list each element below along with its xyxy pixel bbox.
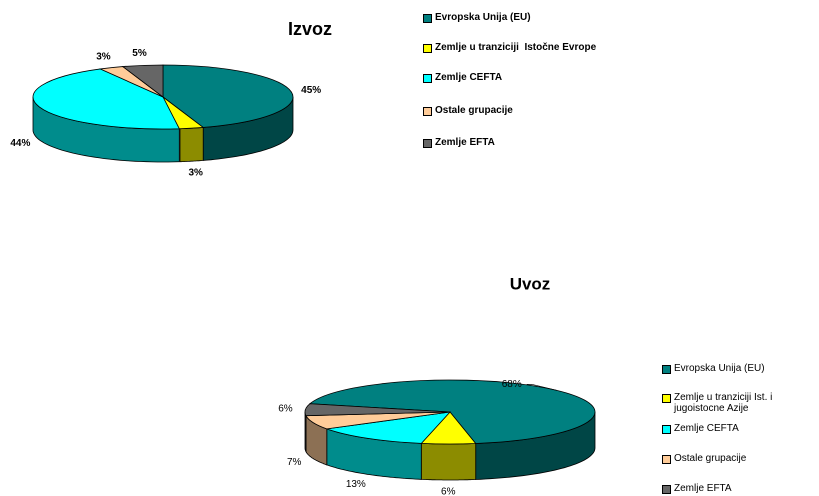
data-label: 6%	[278, 403, 293, 414]
data-label: 6%	[441, 487, 456, 496]
pie-side	[420, 443, 477, 481]
legend-label: Zemlje EFTA	[674, 483, 732, 494]
legend-swatch	[662, 485, 671, 494]
pie-side	[304, 412, 307, 454]
chart-title: Izvoz	[288, 19, 332, 39]
legend-item: Zemlje CEFTA	[662, 423, 819, 434]
legend-swatch	[423, 44, 432, 53]
legend-swatch	[662, 425, 671, 434]
legend-swatch	[662, 365, 671, 374]
legend-label: Ostale grupacije	[674, 453, 747, 464]
legend-item: Zemlje EFTA	[423, 137, 613, 148]
legend-item: Ostale grupacije	[423, 105, 613, 116]
legend-swatch	[423, 74, 432, 83]
legend-item: Zemlje u tranziciji Ist. i jugoistocne A…	[662, 392, 819, 414]
pie-slice	[304, 403, 451, 417]
chart-title: Uvoz	[510, 274, 551, 293]
legend-item: Zemlje CEFTA	[423, 72, 613, 83]
pie	[32, 64, 294, 163]
legend-label: Evropska Unija (EU)	[674, 363, 765, 374]
pie-slice	[326, 411, 452, 444]
legend-swatch	[423, 139, 432, 148]
pie-side	[179, 126, 204, 163]
legend-swatch	[662, 455, 671, 464]
pie-slice	[32, 68, 180, 130]
legend-swatch	[423, 107, 432, 116]
data-label: 3%	[188, 168, 203, 179]
data-label: 5%	[132, 48, 147, 59]
legend-item: Evropska Unija (EU)	[662, 363, 819, 374]
legend-label: Zemlje CEFTA	[435, 72, 503, 83]
legend-label: Zemlje CEFTA	[674, 423, 739, 434]
legend-item: Evropska Unija (EU)	[423, 12, 613, 23]
pie-slice	[121, 64, 164, 98]
pie-slice	[162, 64, 294, 128]
data-label: 44%	[10, 138, 30, 149]
data-label: 13%	[346, 479, 366, 490]
legend-label: Zemlje EFTA	[435, 137, 495, 148]
pie-slice	[308, 379, 596, 444]
leader-line	[526, 383, 557, 391]
legend-label: Evropska Unija (EU)	[435, 12, 531, 23]
legend-label: Zemlje u tranziciji Istočne Evrope	[435, 42, 597, 53]
data-label: 68%	[502, 379, 522, 390]
data-label: 7%	[287, 457, 302, 468]
data-label: 45%	[301, 85, 321, 96]
legend-label: Zemlje u tranziciji Ist. i jugoistocne A…	[674, 392, 776, 414]
legend-swatch	[662, 394, 671, 403]
pie	[304, 379, 596, 481]
legend-label: Ostale grupacije	[435, 105, 513, 116]
legend-item: Ostale grupacije	[662, 453, 819, 464]
data-label: 3%	[96, 51, 111, 62]
legend-swatch	[423, 14, 432, 23]
legend-item: Zemlje EFTA	[662, 483, 819, 494]
legend-item: Zemlje u tranziciji Istočne Evrope	[423, 42, 613, 53]
